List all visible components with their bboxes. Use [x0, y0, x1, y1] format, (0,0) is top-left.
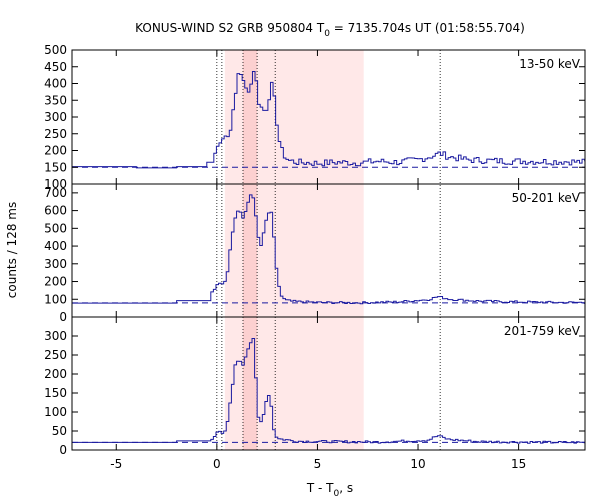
y-tick-label: 600	[44, 204, 67, 218]
y-tick-label: 350	[44, 93, 67, 107]
y-tick-label: 250	[44, 127, 67, 141]
y-tick-label: 400	[44, 77, 67, 91]
y-tick-label: 150	[44, 160, 67, 174]
y-tick-label: 100	[44, 292, 67, 306]
panel-energy-label: 201-759 keV	[504, 324, 581, 338]
chart-title: KONUS-WIND S2 GRB 950804 T0 = 7135.704s …	[135, 21, 525, 39]
y-tick-label: 500	[44, 43, 67, 57]
x-tick-label: -5	[110, 457, 122, 471]
y-tick-label: 300	[44, 329, 67, 343]
panel-3: 0 50 100 150 200 250 300 201-759 keV	[44, 316, 586, 457]
y-tick-label: 400	[44, 239, 67, 253]
y-tick-label: 100	[44, 405, 67, 419]
x-tick-label: 15	[511, 457, 526, 471]
x-tick-label: 5	[314, 457, 322, 471]
y-tick-label: 500	[44, 221, 67, 235]
y-tick-label: 450	[44, 60, 67, 74]
y-tick-label: 150	[44, 386, 67, 400]
title-subscript: 0	[324, 29, 330, 39]
count-rate-histogram	[72, 71, 586, 169]
y-tick-label: 0	[59, 443, 67, 457]
x-axis-label: T - T0, s	[306, 481, 353, 499]
y-tick-label: 0	[59, 310, 67, 324]
y-tick-label: 200	[44, 275, 67, 289]
y-tick-label: 200	[44, 144, 67, 158]
panel-energy-label: 50-201 keV	[512, 191, 581, 205]
count-rate-histogram	[72, 338, 585, 444]
y-tick-label: 300	[44, 110, 67, 124]
y-axis-label: counts / 128 ms	[5, 202, 19, 298]
panel-frame	[71, 316, 586, 451]
x-tick-label: 0	[213, 457, 221, 471]
y-tick-label: 700	[44, 186, 67, 200]
y-tick-label: 300	[44, 257, 67, 271]
y-tick-label: 250	[44, 348, 67, 362]
panel-energy-label: 13-50 keV	[519, 57, 581, 71]
y-tick-label: 100	[44, 177, 67, 191]
y-tick-label: 50	[52, 424, 67, 438]
xlabel-subscript: 0	[334, 489, 340, 499]
x-tick-label: 10	[410, 457, 425, 471]
count-rate-histogram	[72, 194, 585, 305]
shaded-interval-core	[243, 50, 258, 450]
y-tick-label: 200	[44, 367, 67, 381]
